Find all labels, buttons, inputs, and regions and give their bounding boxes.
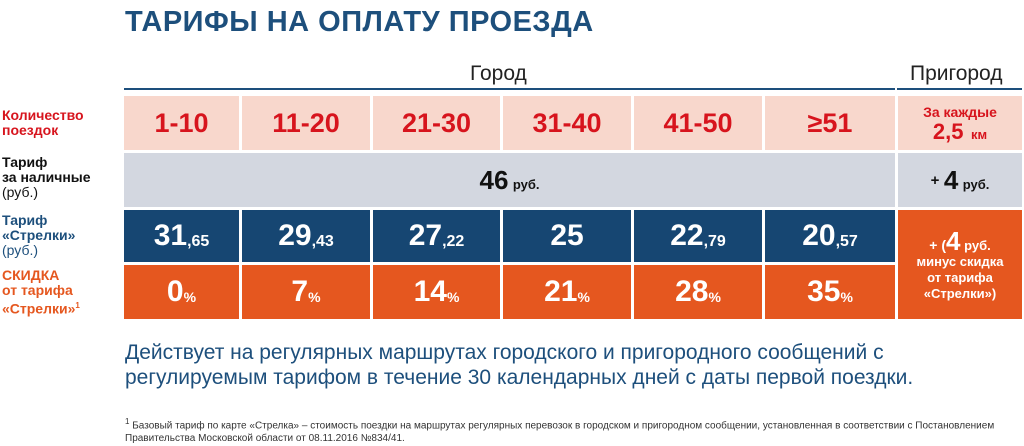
suburb-trips-unit: км <box>970 126 988 142</box>
cash-fare-unit: руб. <box>512 176 540 192</box>
validity-note: Действует на регулярных маршрутах городс… <box>125 341 914 389</box>
range-value: 41-50 <box>663 107 733 138</box>
discount-label-line2: от тарифа <box>2 282 73 298</box>
trips-label-line1: Количество <box>2 107 84 123</box>
suburb-cash-cell: + 4 руб. <box>898 153 1022 207</box>
discount-unit: % <box>446 289 460 305</box>
strelka-label-line1: Тариф <box>2 212 48 228</box>
suburb-strelka-value: 4 <box>945 225 961 256</box>
suburb-cash-prefix: + <box>930 171 940 189</box>
discount-value: 35 <box>807 275 841 308</box>
discount-value: 28 <box>675 275 709 308</box>
cash-label-line1: Тариф <box>2 154 48 170</box>
city-header: Город <box>470 62 527 85</box>
footnote-text: Базовый тариф по карте «Стрелка» – стоим… <box>125 420 995 445</box>
suburb-strelka-cell: + (4 руб. минус скидка от тарифа «Стрелк… <box>898 210 1022 319</box>
fare-main: 27 <box>408 219 443 252</box>
discount-value: 14 <box>413 275 447 308</box>
range-cell: ≥51 <box>765 96 895 150</box>
strelka-fare-cell: 27,22 <box>373 210 500 262</box>
range-value: ≥51 <box>807 107 853 138</box>
fare-main: 22 <box>670 219 704 252</box>
strelka-fare-cell: 29,43 <box>242 210 370 262</box>
discount-unit: % <box>577 289 590 305</box>
suburb-header-rule <box>897 88 1022 90</box>
city-header-rule <box>124 88 895 90</box>
discount-unit: % <box>708 289 721 305</box>
discount-value: 21 <box>544 275 578 308</box>
discount-value: 7 <box>291 275 309 308</box>
trips-label-line2: поездок <box>2 122 59 138</box>
trips-row-label: Количество поездок <box>2 108 84 138</box>
suburb-strelka-prefix: + ( <box>929 236 946 253</box>
strelka-label-line2: «Стрелки» <box>2 227 76 243</box>
strelka-fare-cell: 25 <box>503 210 631 262</box>
range-value: 1-10 <box>154 107 209 138</box>
suburb-strelka-line4: «Стрелки») <box>923 285 997 301</box>
suburb-trips-value: 2,5 <box>932 118 964 144</box>
suburb-trips-cell: За каждые 2,5 км <box>898 96 1022 150</box>
range-value: 31-40 <box>532 107 602 138</box>
suburb-cash-unit: руб. <box>962 176 990 192</box>
strelka-fare-cell: 31,65 <box>124 210 239 262</box>
suburb-cash-value: 4 <box>943 164 959 195</box>
strelka-fare-cell: 22,79 <box>634 210 762 262</box>
discount-unit: % <box>308 289 321 305</box>
discount-cell: 28% <box>634 265 762 319</box>
discount-unit: % <box>840 289 853 305</box>
suburb-strelka-line3: от тарифа <box>927 269 993 285</box>
fare-main: 31 <box>153 219 188 252</box>
suburb-trips-line1: За каждые <box>923 103 997 120</box>
suburb-header: Пригород <box>910 62 1003 85</box>
discount-cell: 0% <box>124 265 239 319</box>
fare-fraction: ,22 <box>442 233 465 250</box>
discount-cell: 35% <box>765 265 895 319</box>
range-value: 21-30 <box>401 107 472 138</box>
discount-unit: % <box>183 289 197 305</box>
cash-label-line2: за наличные <box>2 169 91 185</box>
cash-fare-cell: 46 руб. <box>124 153 895 207</box>
discount-label-line1: СКИДКА <box>2 267 60 283</box>
strelka-row-label: Тариф «Стрелки» (руб.) <box>2 213 75 258</box>
footnote-number: 1 <box>125 417 130 426</box>
cash-row-label: Тариф за наличные (руб.) <box>2 155 91 200</box>
footnote-mark: 1 <box>75 301 80 310</box>
cash-label-unit: (руб.) <box>2 184 39 200</box>
page-title: ТАРИФЫ НА ОПЛАТУ ПРОЕЗДА <box>125 6 594 38</box>
fare-fraction: ,43 <box>311 233 334 250</box>
fare-fraction: ,65 <box>187 233 210 250</box>
range-cell: 21-30 <box>373 96 500 150</box>
strelka-fare-cell: 20,57 <box>765 210 895 262</box>
range-cell: 41-50 <box>634 96 762 150</box>
discount-cell: 14% <box>373 265 500 319</box>
discount-cell: 21% <box>503 265 631 319</box>
discount-cell: 7% <box>242 265 370 319</box>
range-value: 11-20 <box>272 107 340 138</box>
range-cell: 11-20 <box>242 96 370 150</box>
footnote: 1 Базовый тариф по карте «Стрелка» – сто… <box>125 415 1015 445</box>
fare-fraction: ,57 <box>835 233 858 250</box>
fare-fraction: ,79 <box>703 233 726 250</box>
strelka-label-unit: (руб.) <box>2 242 39 258</box>
discount-row-label: СКИДКА от тарифа «Стрелки»1 <box>2 268 80 317</box>
suburb-strelka-unit: руб. <box>964 237 991 253</box>
cash-fare-value: 46 <box>479 164 509 195</box>
suburb-strelka-line2: минус скидка <box>916 253 1004 269</box>
fare-main: 25 <box>550 219 584 252</box>
range-cell: 31-40 <box>503 96 631 150</box>
fare-main: 29 <box>278 219 312 252</box>
fare-main: 20 <box>802 219 836 252</box>
discount-value: 0 <box>166 275 184 308</box>
range-cell: 1-10 <box>124 96 239 150</box>
discount-label-line3: «Стрелки» <box>2 300 76 317</box>
